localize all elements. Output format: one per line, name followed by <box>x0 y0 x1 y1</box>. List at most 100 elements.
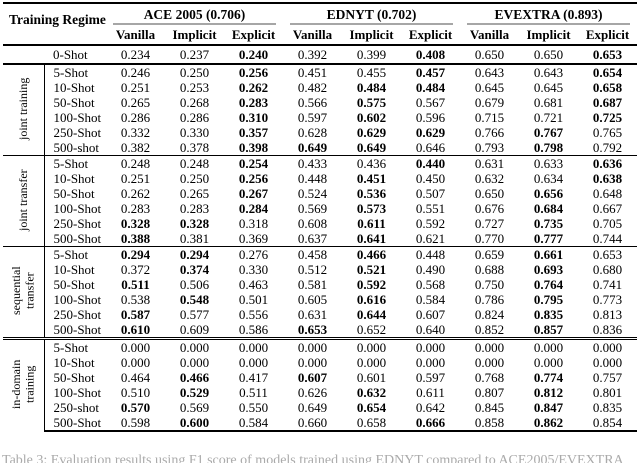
value-cell: 0.248 <box>106 155 165 171</box>
value-cell: 0.510 <box>120 384 151 400</box>
value-cell: 0.764 <box>533 276 564 292</box>
value-cell: 0.770 <box>474 230 505 246</box>
table-row: 10-Shot 0.372 0.374 0.330 0.512 0.521 0.490 0.6… <box>3 262 637 277</box>
table-row: 100-Shot 0.286 0.286 0.310 0.597 0.602 0.596 0.… <box>3 110 637 125</box>
value-cell: 0.529 <box>179 384 210 400</box>
value-cell: 0.328 <box>179 215 210 231</box>
table-row: 10-Shot 0.251 0.253 0.262 0.482 0.484 0.484 0.6… <box>3 80 637 95</box>
shot-label: 0-Shot <box>3 45 106 65</box>
value-cell: 0.374 <box>179 261 210 277</box>
value-cell: 0.584 <box>224 415 283 432</box>
value-cell: 0.836 <box>592 321 623 337</box>
value-cell: 0.000 <box>283 337 342 355</box>
value-cell: 0.757 <box>592 369 623 385</box>
value-cell: 0.433 <box>283 155 342 171</box>
value-cell: 0.774 <box>533 369 564 385</box>
value-cell: 0.440 <box>401 155 460 171</box>
dataset-header-row: Training Regime ACE 2005 (0.706) EDNYT (… <box>3 3 637 46</box>
value-cell: 0.792 <box>592 139 623 155</box>
value-cell: 0.577 <box>179 306 210 322</box>
table-row: 50-Shot 0.262 0.265 0.267 0.524 0.536 0.507 0.6… <box>3 186 637 201</box>
value-cell: 0.798 <box>533 139 564 155</box>
value-cell: 0.611 <box>416 384 445 400</box>
value-cell: 0.569 <box>297 200 328 216</box>
value-cell: 0.286 <box>179 109 210 125</box>
value-cell: 0.693 <box>533 261 564 277</box>
value-cell: 0.741 <box>592 276 623 292</box>
value-cell: 0.294 <box>165 246 224 262</box>
value-cell: 0.567 <box>415 94 446 110</box>
group-label: joint training <box>3 64 45 156</box>
value-cell: 0.234 <box>106 45 165 65</box>
value-cell: 0.650 <box>474 185 505 201</box>
value-cell: 0.658 <box>342 415 401 432</box>
value-cell: 0.649 <box>297 139 328 155</box>
value-cell: 0.636 <box>578 155 638 171</box>
value-cell: 0.000 <box>106 337 165 355</box>
value-cell: 0.658 <box>592 79 623 95</box>
value-cell: 0.000 <box>238 354 269 370</box>
value-cell: 0.451 <box>297 64 328 80</box>
value-cell: 0.284 <box>238 200 269 216</box>
value-cell: 0.813 <box>592 306 623 322</box>
value-cell: 0.765 <box>592 124 623 140</box>
table-row: 250-shot 0.570 0.569 0.550 0.649 0.654 0.642 0.… <box>3 400 637 415</box>
group-label-text: in-domain training <box>8 359 37 409</box>
column-header: Explicit <box>578 25 638 46</box>
block-section-3: in-domain training 5-Shot 0.000 0.000 0.000 0… <box>3 337 638 432</box>
value-cell: 0.632 <box>356 384 387 400</box>
value-cell: 0.584 <box>415 291 446 307</box>
value-cell: 0.646 <box>415 139 446 155</box>
value-cell: 0.254 <box>224 155 283 171</box>
column-header: Explicit <box>224 25 283 46</box>
value-cell: 0.283 <box>120 200 151 216</box>
value-cell: 0.642 <box>415 399 446 415</box>
header-rule <box>467 23 631 25</box>
table-row: 250-Shot 0.332 0.330 0.357 0.628 0.629 0.629 0.… <box>3 125 637 140</box>
value-cell: 0.824 <box>474 306 505 322</box>
value-cell: 0.458 <box>283 246 342 262</box>
value-cell: 0.644 <box>356 306 387 322</box>
group-label-text: joint transfer <box>15 168 30 231</box>
value-cell: 0.570 <box>120 399 151 415</box>
value-cell: 0.466 <box>179 369 210 385</box>
header-rule <box>290 23 453 25</box>
value-cell: 0.633 <box>519 155 578 171</box>
shot-label: 5-Shot <box>44 337 106 355</box>
value-cell: 0.521 <box>356 261 387 277</box>
value-cell: 0.598 <box>106 415 165 432</box>
shot-label: 5-Shot <box>53 64 89 80</box>
dataset-label: EVEXTRA (0.893) <box>494 6 603 22</box>
value-cell: 0.645 <box>474 79 505 95</box>
value-cell: 0.649 <box>356 139 387 155</box>
table-row: joint training 5-Shot 0.246 0.250 0.256 0.451… <box>3 64 637 156</box>
value-cell: 0.600 <box>165 415 224 432</box>
value-cell: 0.248 <box>165 155 224 171</box>
table-row: in-domain training 5-Shot 0.000 0.000 0.000 0… <box>3 337 638 431</box>
value-cell: 0.000 <box>120 354 151 370</box>
value-cell: 0.286 <box>120 109 151 125</box>
value-cell: 0.653 <box>578 45 638 65</box>
value-cell: 0.626 <box>297 384 328 400</box>
table-row: 50-Shot 0.511 0.506 0.463 0.581 0.592 0.568 0.7… <box>3 277 637 292</box>
shot-label: 5-Shot <box>44 246 106 262</box>
value-cell: 0.251 <box>120 79 151 95</box>
value-cell: 0.000 <box>533 354 564 370</box>
table-row: 500-Shot 0.598 0.600 0.584 0.660 0.658 0.666 0.… <box>3 415 638 432</box>
shot-label: 100-Shot <box>53 109 102 125</box>
value-cell: 0.661 <box>519 246 578 262</box>
value-cell: 0.283 <box>179 200 210 216</box>
value-cell: 0.551 <box>415 200 446 216</box>
value-cell: 0.735 <box>533 215 564 231</box>
table-row: 10-Shot 0.251 0.250 0.256 0.448 0.451 0.450 0.6… <box>3 171 637 186</box>
dataset-header-evextra: EVEXTRA (0.893) <box>460 3 637 25</box>
value-cell: 0.592 <box>356 276 387 292</box>
value-cell: 0.466 <box>342 246 401 262</box>
value-cell: 0.610 <box>120 321 151 337</box>
corner-header: Training Regime <box>3 3 106 46</box>
caption: Table 3: Evaluation results using F1 sco… <box>2 453 624 463</box>
shot-label: 500-Shot <box>53 230 102 246</box>
shot-label: 250-Shot <box>53 215 102 231</box>
value-cell: 0.524 <box>297 185 328 201</box>
value-cell: 0.568 <box>415 276 446 292</box>
